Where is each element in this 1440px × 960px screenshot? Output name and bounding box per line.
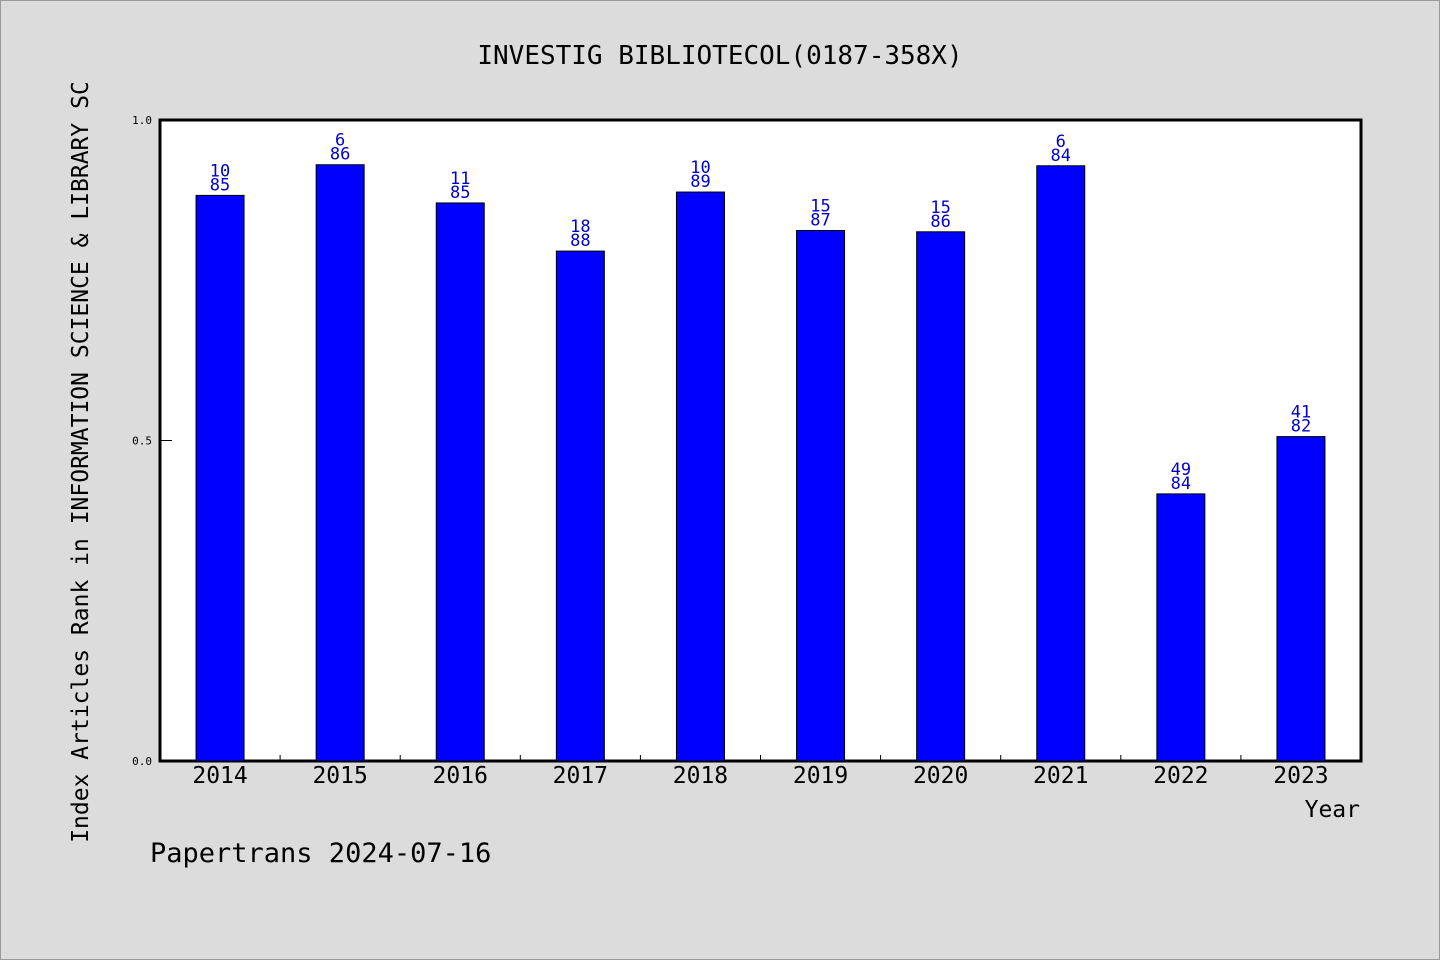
x-tick-label-2015: 2015 [312, 763, 367, 789]
bar-2014 [195, 194, 245, 762]
x-tick-label-2019: 2019 [793, 763, 848, 789]
total-label-2016: 85 [450, 183, 470, 203]
rank-label-2014: 10 [210, 161, 230, 181]
bar-2018 [675, 191, 725, 762]
x-tick-label-2022: 2022 [1153, 763, 1208, 789]
y-tick-label-0.0: 0.0 [132, 755, 152, 768]
x-tick-label-2020: 2020 [913, 763, 968, 789]
total-label-2017: 88 [570, 231, 590, 251]
bar-2023 [1276, 436, 1326, 762]
x-axis-label: Year [1305, 797, 1360, 823]
footer-credit: Papertrans 2024-07-16 [150, 838, 491, 869]
total-label-2019: 87 [810, 211, 830, 231]
axis-layer: 2014 2015 2016 2017 2018 2019 2020 2021 2022 2023… [132, 114, 1329, 789]
rank-label-2022: 49 [1171, 460, 1191, 480]
total-label-2023: 82 [1291, 417, 1311, 437]
bar-2016 [435, 202, 485, 762]
x-tick-label-2016: 2016 [433, 763, 488, 789]
rank-label-2016: 11 [450, 169, 470, 189]
y-tick-label-0.5: 0.5 [132, 435, 152, 448]
rank-label-2015: 6 [335, 131, 345, 151]
x-tick-label-2021: 2021 [1033, 763, 1088, 789]
x-tick-label-2017: 2017 [553, 763, 608, 789]
x-tick-label-2023: 2023 [1273, 763, 1328, 789]
bar-2017 [555, 250, 605, 762]
total-label-2021: 84 [1051, 146, 1071, 166]
rank-label-2020: 15 [930, 198, 950, 218]
rank-label-2018: 10 [690, 158, 710, 178]
bar-2021 [1036, 165, 1086, 762]
y-axis-label: Index Articles Rank in INFORMATION SCIEN… [68, 81, 94, 843]
bar-2015 [315, 164, 365, 762]
total-label-2015: 86 [330, 145, 350, 165]
rank-label-2019: 15 [810, 197, 830, 217]
rank-label-2017: 18 [570, 217, 590, 237]
bar-2020 [916, 231, 966, 762]
total-label-2018: 89 [690, 172, 710, 192]
bar-2019 [796, 230, 846, 762]
chart-title: INVESTIG BIBLIOTECOL(0187-358X) [477, 41, 962, 71]
x-tick-label-2018: 2018 [673, 763, 728, 789]
x-tick-label-2014: 2014 [192, 763, 247, 789]
total-label-2022: 84 [1171, 474, 1191, 494]
rank-label-2023: 41 [1291, 403, 1311, 423]
bar-2022 [1156, 493, 1206, 762]
total-label-2014: 85 [210, 175, 230, 195]
y-tick-label-1.0: 1.0 [132, 114, 152, 127]
total-label-2020: 86 [930, 212, 950, 232]
rank-label-2021: 6 [1056, 132, 1066, 152]
